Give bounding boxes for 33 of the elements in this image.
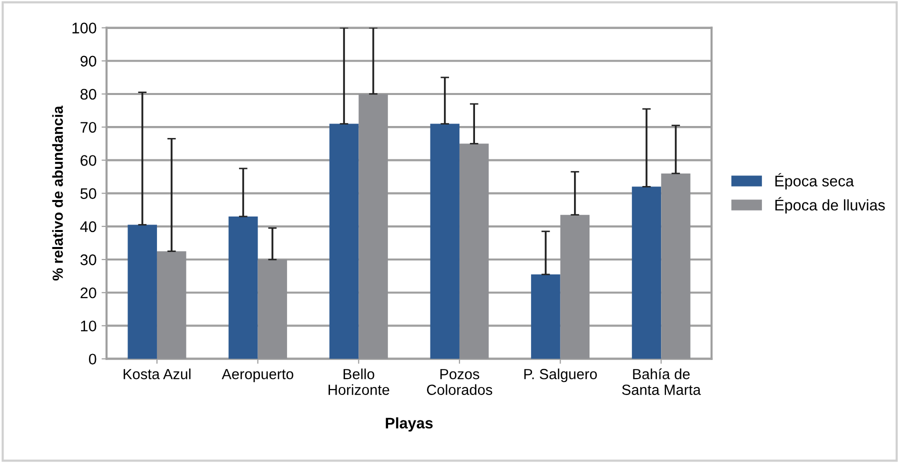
legend-label: Época de lluvias — [775, 197, 885, 214]
x-tick-label: Kosta Azul — [124, 368, 190, 380]
y-tick-label: 30 — [80, 254, 96, 266]
bar — [459, 144, 489, 359]
bar — [560, 214, 590, 359]
bar — [258, 260, 288, 359]
y-tick-label: 80 — [80, 88, 96, 100]
y-tick-label: 70 — [80, 122, 96, 133]
y-tick-label: 0 — [88, 354, 96, 365]
y-axis-title: % relativo de abundancia — [52, 106, 63, 280]
x-tick-label: P. Salguero — [524, 368, 597, 382]
bar — [661, 173, 690, 359]
bar — [632, 186, 662, 359]
y-tick-label: 20 — [80, 287, 96, 298]
bar — [358, 94, 388, 359]
x-tick-label: Bello Horizonte — [328, 368, 390, 395]
bar — [156, 251, 186, 359]
x-tick-label: Aeropuerto — [222, 369, 294, 382]
y-tick-label: 50 — [80, 188, 96, 199]
y-tick-label: 60 — [80, 155, 96, 166]
y-tick-label: 40 — [80, 221, 96, 232]
bar — [531, 274, 560, 359]
y-tick-label: 90 — [80, 56, 96, 67]
bar — [329, 124, 359, 359]
x-axis-title: Playas — [386, 417, 433, 432]
x-tick-label: Pozos Colorados — [426, 369, 492, 395]
y-tick-label: 100 — [72, 22, 96, 34]
bar — [430, 124, 460, 359]
bar — [128, 224, 157, 359]
x-tick-label: Bahía de Santa Marta — [622, 368, 701, 395]
y-tick-label: 10 — [81, 320, 96, 332]
bar — [228, 216, 258, 359]
legend-label: Época seca — [775, 173, 854, 190]
